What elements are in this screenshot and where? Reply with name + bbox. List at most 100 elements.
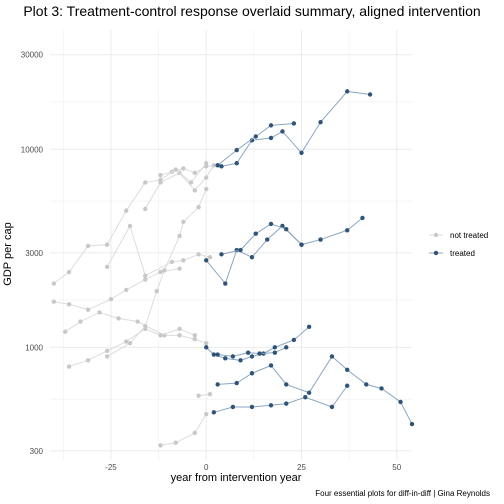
y-axis-title: GDP per cap (2, 222, 14, 286)
not-treated-point (169, 259, 175, 265)
not-treated-point (78, 319, 83, 324)
treated-point (230, 404, 236, 410)
treated-point (249, 354, 255, 359)
not-treated-point (124, 208, 129, 213)
treated-series-line (221, 223, 302, 255)
not-treated-point (177, 326, 182, 332)
legend-label-not-treated: not treated (450, 231, 488, 240)
not-treated-point (162, 268, 167, 273)
not-treated-point (66, 302, 72, 307)
not-treated-point (196, 204, 201, 210)
not-treated-point (143, 180, 148, 185)
not-treated-point (51, 299, 57, 304)
not-treated-series (51, 266, 182, 312)
treated-point (215, 352, 220, 357)
treated-point (238, 247, 243, 253)
treated-point (268, 363, 274, 368)
treated-series (215, 345, 289, 359)
treated-point (219, 164, 224, 169)
not-treated-point (204, 161, 209, 166)
x-tick-label: 0 (204, 463, 209, 472)
treated-point (204, 345, 209, 350)
treated-point (211, 410, 217, 415)
treated-point (299, 150, 304, 155)
not-treated-point (211, 163, 217, 168)
treated-point (215, 382, 220, 387)
not-treated-point (181, 219, 186, 225)
not-treated-point (204, 186, 209, 192)
treated-point (215, 163, 220, 168)
x-tick-label: 50 (392, 463, 401, 472)
treated-point (280, 129, 285, 134)
treated-point (253, 231, 258, 236)
not-treated-point (108, 297, 114, 302)
axis-layer: -25 0 25 50 300 1000 3000 10000 30000 (21, 51, 402, 472)
not-treated-point (192, 336, 197, 342)
y-tick-label: 10000 (21, 145, 44, 154)
not-treated-point (207, 255, 213, 260)
treated-point (345, 228, 350, 233)
treated-point (272, 345, 278, 350)
not-treated-point (143, 206, 148, 212)
treated-point (291, 121, 297, 126)
treated-point (345, 383, 350, 388)
not-treated-point (181, 258, 186, 263)
treated-point (272, 350, 278, 355)
treated-point (245, 350, 251, 355)
treated-point (234, 380, 239, 386)
legend-label-treated: treated (450, 249, 475, 258)
not-treated-point (85, 307, 91, 312)
treated-point (284, 226, 289, 232)
not-treated-point (143, 277, 148, 282)
treated-point (360, 215, 365, 221)
not-treated-point (158, 443, 163, 448)
not-treated-point (158, 269, 163, 275)
not-treated-series-line (64, 311, 207, 344)
chart-caption: Four essential plots for diff-in-diff | … (315, 489, 490, 498)
not-treated-point (154, 289, 159, 294)
not-treated-point (104, 348, 110, 354)
treated-point (249, 404, 255, 410)
not-treated-point (192, 430, 197, 436)
treated-point (284, 345, 289, 350)
not-treated-point (127, 223, 133, 229)
treated-series-line (213, 385, 348, 413)
not-treated-series-line (144, 165, 215, 210)
not-treated-point (66, 364, 72, 369)
not-treated-point (173, 440, 178, 445)
treated-point (268, 135, 274, 141)
treated-point (268, 123, 274, 128)
treated-point (234, 147, 239, 153)
not-treated-point (158, 172, 163, 178)
not-treated-point (124, 287, 129, 293)
treated-series (204, 324, 312, 363)
treated-point (249, 138, 255, 143)
treated-series-line (221, 90, 371, 167)
treated-series-line (217, 355, 413, 425)
treated-series (204, 215, 365, 286)
series-layer (51, 89, 415, 448)
x-tick-label: 25 (297, 463, 306, 472)
not-treated-point (204, 340, 209, 346)
not-treated-point (143, 273, 148, 278)
treated-series (211, 383, 350, 415)
not-treated-point (177, 333, 182, 338)
treated-point (253, 134, 258, 139)
treated-point (249, 371, 255, 376)
not-treated-point (192, 188, 197, 193)
treated-point (268, 221, 274, 227)
not-treated-point (177, 233, 182, 239)
treated-point (398, 399, 403, 405)
treated-point (204, 258, 209, 263)
treated-point (268, 403, 274, 408)
not-treated-point (192, 333, 197, 338)
treated-series-line (205, 217, 363, 285)
not-treated-point (192, 170, 197, 176)
not-treated-point (204, 411, 209, 417)
treated-point (329, 354, 335, 359)
x-tick-label: -25 (105, 463, 117, 472)
not-treated-point (66, 269, 72, 275)
treated-point (238, 358, 243, 363)
not-treated-series-line (160, 413, 207, 446)
not-treated-point (85, 243, 91, 249)
